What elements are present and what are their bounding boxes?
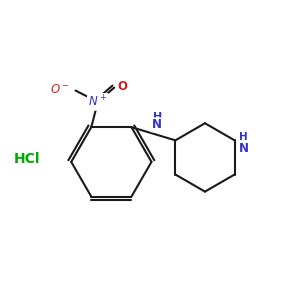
Text: HCl: HCl bbox=[14, 152, 40, 166]
Text: $N^+$: $N^+$ bbox=[88, 94, 107, 110]
Text: O: O bbox=[118, 80, 128, 93]
Text: N: N bbox=[239, 142, 249, 155]
Text: $O^-$: $O^-$ bbox=[50, 82, 70, 96]
Text: N: N bbox=[152, 118, 161, 131]
Text: H: H bbox=[239, 132, 248, 142]
Text: H: H bbox=[153, 112, 163, 122]
